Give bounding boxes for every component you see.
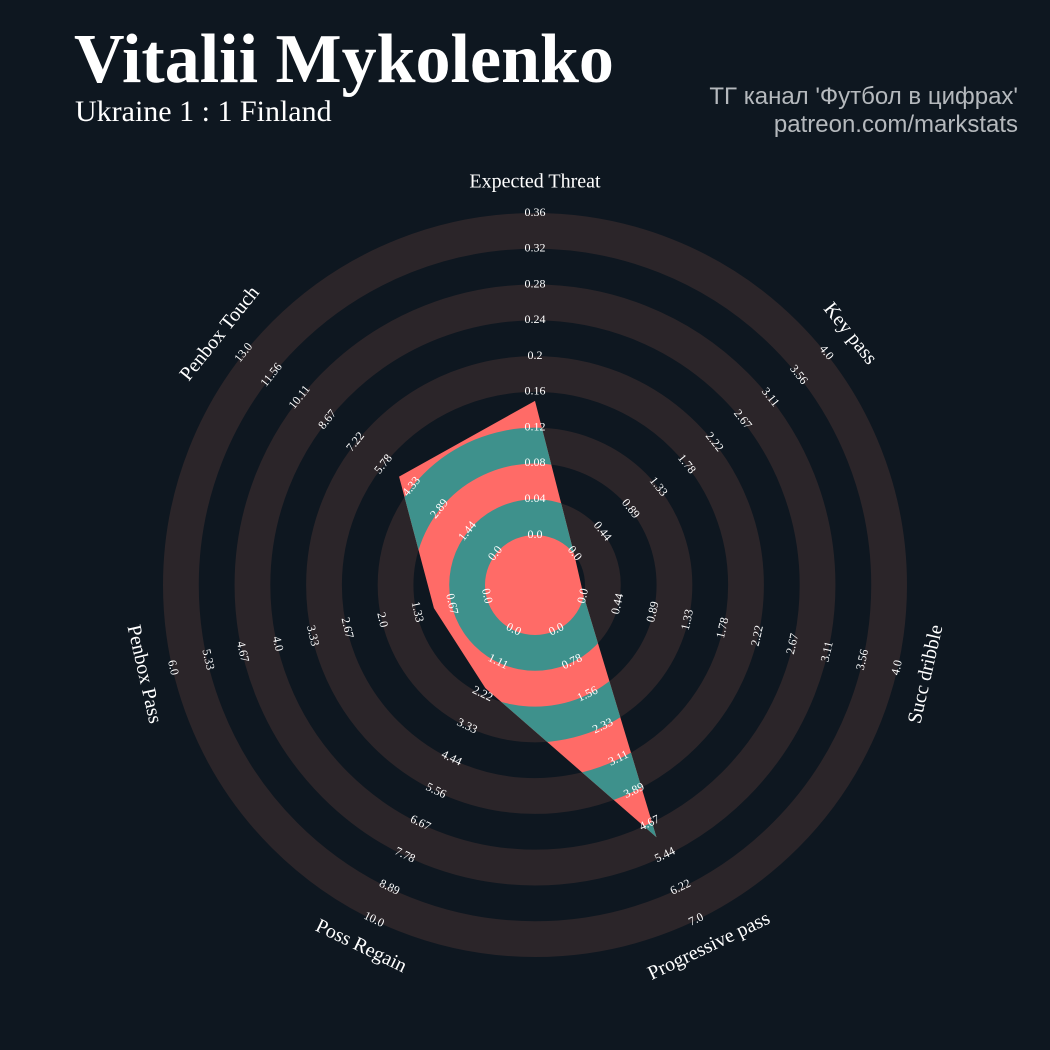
credit: patreon.com/markstats xyxy=(774,111,1018,138)
tick-label: 0.12 xyxy=(525,419,546,433)
tick-label: 0.0 xyxy=(504,619,524,638)
ring xyxy=(162,212,908,958)
tick-label: 5.33 xyxy=(199,648,217,672)
tick-label: 2.22 xyxy=(748,624,766,648)
tick-label: 0.08 xyxy=(525,455,546,469)
tick-label: 4.0 xyxy=(270,635,287,653)
tick-label: 0.16 xyxy=(525,384,546,398)
parameter-label: Expected Threat xyxy=(469,171,601,193)
tick-label: 6.0 xyxy=(165,659,182,677)
tick-label: 3.33 xyxy=(304,624,322,648)
tick-label: 0.0 xyxy=(528,527,543,541)
tick-label: 2.67 xyxy=(783,632,801,656)
tick-label: 7.0 xyxy=(686,909,706,928)
tick-label: 0.36 xyxy=(525,205,546,219)
credit: ТГ канал 'Футбол в цифрах' xyxy=(709,83,1018,110)
tick-label: 0.28 xyxy=(525,276,546,290)
tick-label: 0.32 xyxy=(525,241,546,255)
tick-label: 0.0 xyxy=(574,587,591,605)
tick-label: 0.04 xyxy=(525,491,546,505)
tick-label: 0.67 xyxy=(443,592,461,616)
tick-label: 0.0 xyxy=(479,587,496,605)
tick-label: 4.67 xyxy=(234,640,252,664)
tick-label: 1.33 xyxy=(678,608,696,632)
tick-label: 4.0 xyxy=(888,659,905,677)
tick-label: 1.78 xyxy=(713,616,731,640)
tick-label: 2.0 xyxy=(374,611,391,629)
tick-label: 0.89 xyxy=(643,600,661,624)
tick-label: 3.11 xyxy=(817,640,835,663)
tick-label: 0.44 xyxy=(608,592,626,616)
tick-label: 3.56 xyxy=(853,648,871,672)
tick-label: 0.0 xyxy=(546,619,566,638)
ring xyxy=(306,356,764,814)
tick-label: 0.24 xyxy=(525,312,546,326)
chart-subtitle: Ukraine 1 : 1 Finland xyxy=(75,95,332,128)
tick-label: 2.67 xyxy=(339,616,357,640)
tick-label: 1.33 xyxy=(409,600,427,624)
tick-label: 0.2 xyxy=(528,348,543,362)
ring xyxy=(234,284,836,886)
chart-title: Vitalii Mykolenko xyxy=(74,21,614,98)
